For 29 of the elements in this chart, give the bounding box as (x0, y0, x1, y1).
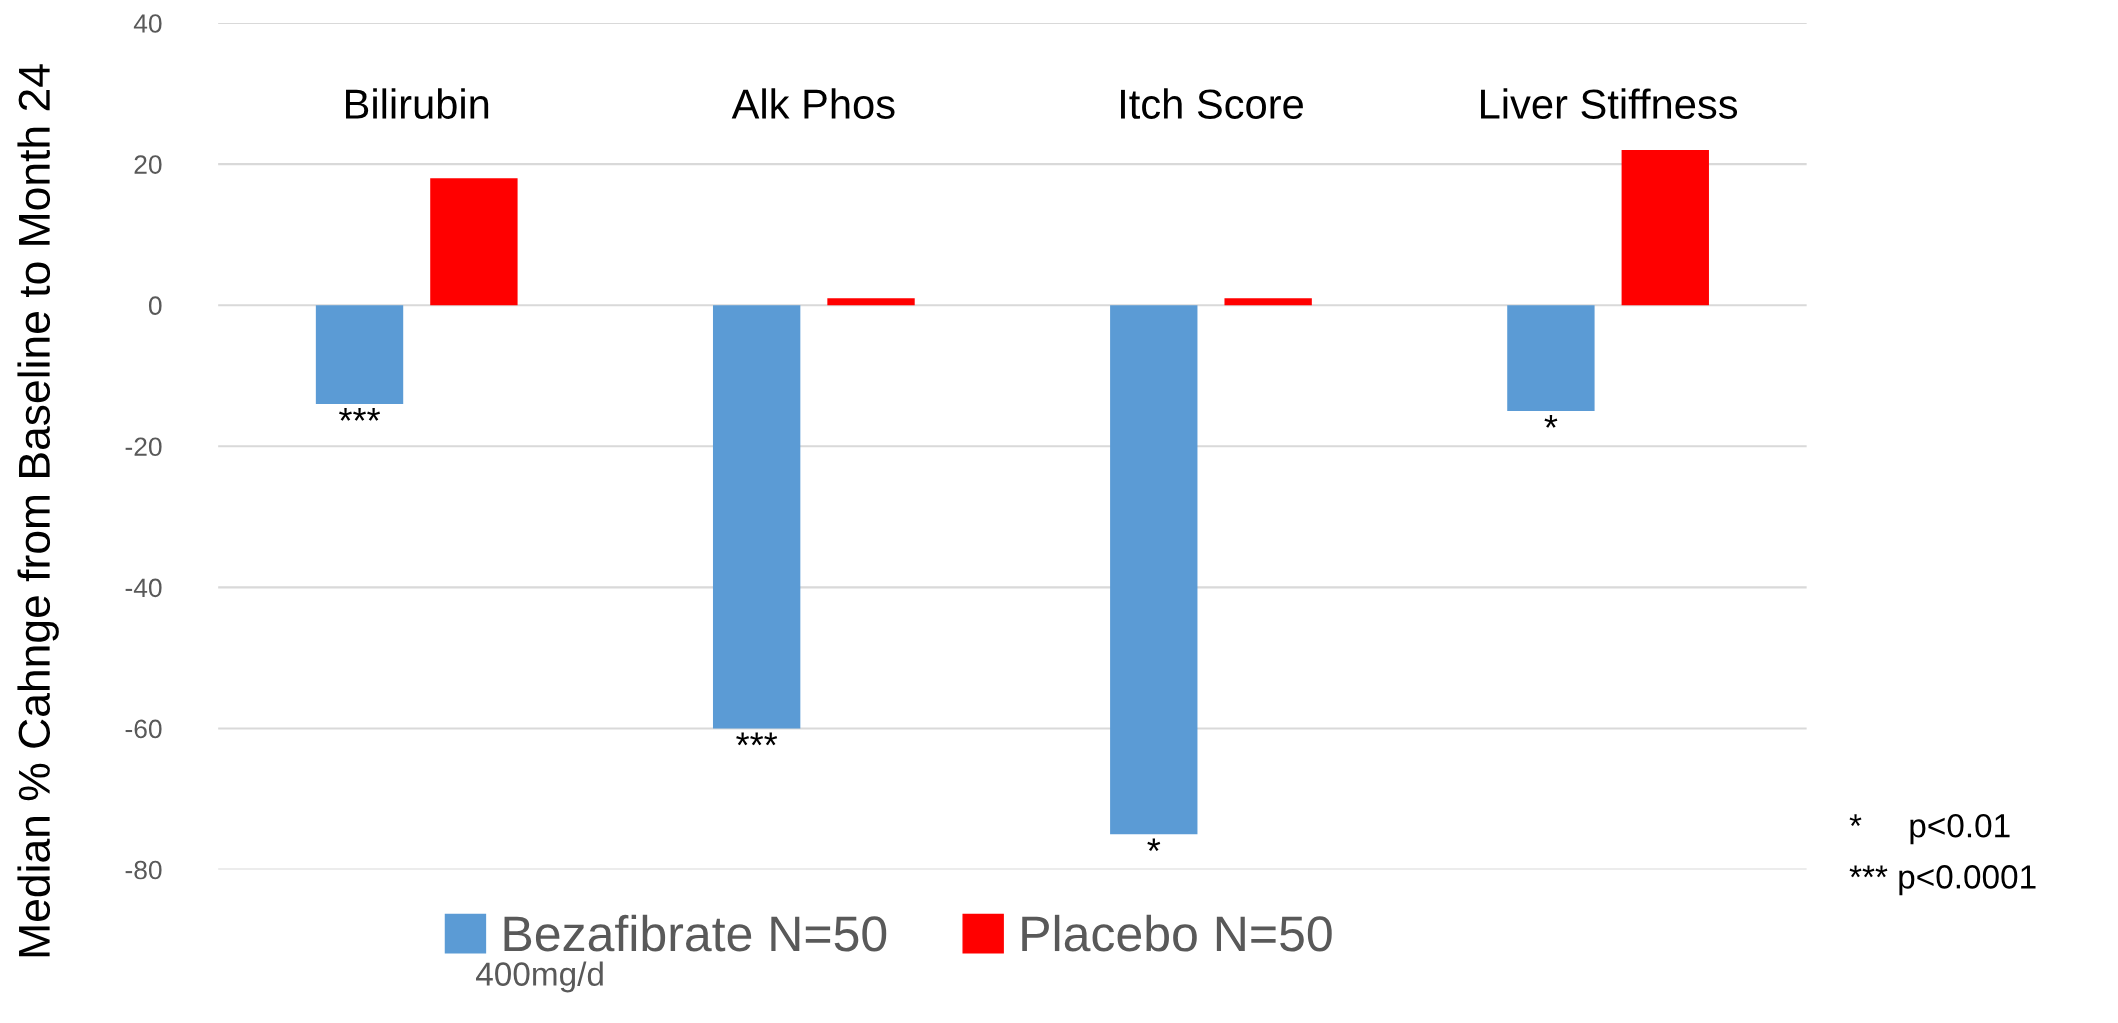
bar (1224, 298, 1312, 306)
bar (430, 178, 518, 306)
x-tick-label: Bilirubin (346, 88, 489, 119)
text: *** p<0.0001 (1849, 865, 2036, 896)
annotation: *** (339, 408, 381, 421)
x-tick-label: Liver Stiffness (1481, 88, 1738, 119)
x-tick-label: Alk Phos (731, 88, 895, 119)
bar (1621, 150, 1709, 306)
y-tick-label: -40 (125, 578, 162, 598)
bar (712, 305, 801, 729)
text: * p<0.01 (1849, 813, 2010, 845)
y-tick-label: 40 (133, 14, 162, 33)
y-axis-title: Median % Cahnge from Baseline to Month 24 (17, 64, 59, 957)
bar (1507, 305, 1595, 412)
y-tick-label: -60 (125, 719, 162, 739)
x-tick-label: Itch Score (1121, 88, 1303, 119)
text: 400mg/d (476, 961, 603, 993)
y-tick-label: -80 (125, 860, 162, 880)
y-tick-label: 20 (134, 155, 162, 174)
annotation: *** (736, 732, 778, 746)
bar (827, 298, 915, 306)
legend-label: Bezafibrate N=50 (504, 914, 887, 952)
legend-label: Placebo N=50 (1022, 914, 1332, 952)
y-tick-label: 0 (148, 296, 162, 316)
bar (315, 305, 404, 404)
bar (1110, 305, 1198, 835)
annotation: * (1147, 838, 1161, 852)
annotation: * (1544, 415, 1558, 428)
y-tick-label: -20 (125, 437, 162, 457)
